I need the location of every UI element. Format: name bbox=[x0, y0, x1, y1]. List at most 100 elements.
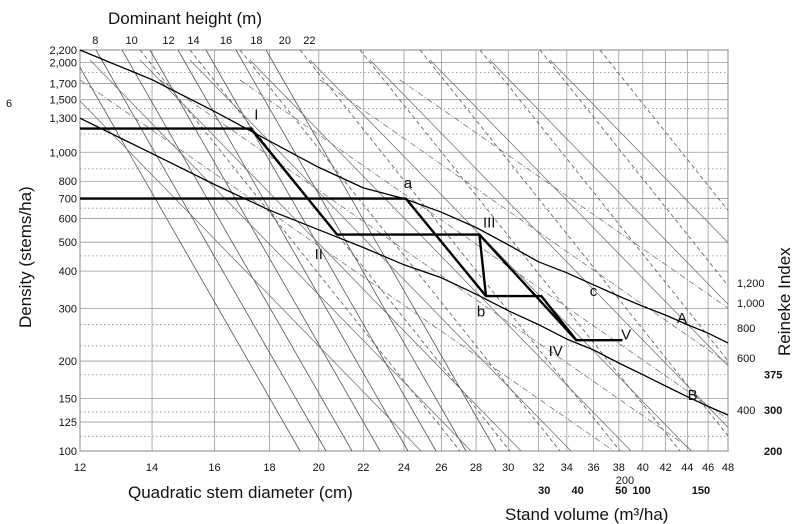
dashed-volume-line bbox=[359, 49, 681, 452]
curve-A bbox=[79, 49, 729, 344]
dashed-volume-line bbox=[139, 49, 461, 452]
volume-bottom-tick-label: 30 bbox=[538, 485, 550, 497]
dashed-volume-line bbox=[479, 49, 729, 362]
y-tick-label: 2,200 bbox=[49, 45, 77, 57]
dashed-volume-line bbox=[299, 49, 621, 452]
y-tick-label: 600 bbox=[59, 214, 77, 226]
y-tick-label: 200 bbox=[59, 356, 77, 368]
x-tick-label: 40 bbox=[637, 462, 649, 474]
top-tick-label: 12 bbox=[162, 35, 174, 47]
height-isoline bbox=[149, 49, 381, 452]
volume-isoline bbox=[249, 59, 632, 452]
x-tick-label: 22 bbox=[357, 462, 369, 474]
reineke-line bbox=[239, 79, 729, 420]
annotation-label: c bbox=[590, 283, 598, 300]
tick-labels: 12 14 16 18 20 22 24 26 28 30 32 34 36 38 40 42 44 46 48 10… bbox=[49, 35, 782, 497]
y-tick-label: 1,300 bbox=[49, 113, 77, 125]
x-tick-label: 14 bbox=[146, 462, 158, 474]
x-tick-label: 26 bbox=[435, 462, 447, 474]
volume-right-tick-label: 375 bbox=[764, 370, 782, 382]
x-tick-label: 36 bbox=[587, 462, 599, 474]
reineke-line bbox=[79, 79, 614, 452]
x-tick-label: 34 bbox=[561, 462, 573, 474]
y-tick-label: 800 bbox=[59, 176, 77, 188]
x-tick-label: 20 bbox=[313, 462, 325, 474]
height-isoline bbox=[235, 49, 467, 452]
volume-bottom-tick-label: 40 bbox=[572, 485, 584, 497]
x-tick-label: 28 bbox=[470, 462, 482, 474]
volume-isoline bbox=[309, 59, 692, 452]
volume-right-tick-label: 200 bbox=[764, 446, 782, 458]
dashed-volume-line bbox=[539, 49, 729, 286]
height-isoline bbox=[95, 49, 327, 452]
thinning-path-line bbox=[478, 233, 578, 342]
reineke-line bbox=[159, 79, 694, 452]
grid-layer bbox=[79, 49, 729, 452]
x-tick-label: 12 bbox=[74, 462, 86, 474]
volume-isoline bbox=[549, 59, 729, 243]
y-tick-label: 1,000 bbox=[49, 147, 77, 159]
x-tick-label: 42 bbox=[659, 462, 671, 474]
guide-lines bbox=[79, 49, 729, 452]
x-tick-label: 48 bbox=[722, 462, 734, 474]
y-tick-label: 400 bbox=[59, 266, 77, 278]
thinning-path-line bbox=[80, 197, 487, 297]
x-tick-label: 30 bbox=[502, 462, 514, 474]
annotation-label: B bbox=[688, 387, 698, 404]
volume-bottom-tick-label: 50 bbox=[615, 485, 627, 497]
y-axis-stray-label: 6 bbox=[6, 98, 12, 110]
series-layer bbox=[79, 49, 729, 416]
y-tick-label: 1,500 bbox=[49, 95, 77, 107]
x-axis-title: Quadratic stem diameter (cm) bbox=[128, 483, 353, 502]
x-tick-label: 18 bbox=[263, 462, 275, 474]
dashed-volume-line bbox=[239, 49, 561, 452]
annotation-label: A bbox=[677, 310, 687, 327]
annotation-label: V bbox=[621, 327, 631, 344]
height-isoline bbox=[265, 49, 497, 452]
y-tick-label: 150 bbox=[59, 393, 77, 405]
y-tick-label: 1,700 bbox=[49, 78, 77, 90]
x-tick-label: 44 bbox=[681, 462, 693, 474]
y-tick-label: 125 bbox=[59, 417, 77, 429]
reineke-tick-label: 800 bbox=[737, 323, 755, 335]
top-axis-title: Dominant height (m) bbox=[108, 9, 262, 28]
volume-isoline bbox=[489, 59, 729, 305]
top-tick-label: 14 bbox=[187, 35, 199, 47]
x-tick-label: 32 bbox=[532, 462, 544, 474]
top-tick-label: 20 bbox=[279, 35, 291, 47]
reineke-tick-label: 400 bbox=[737, 405, 755, 417]
volume-isoline bbox=[89, 59, 472, 452]
reineke-axis-title: Reineke Index bbox=[775, 247, 794, 356]
volume-bottom-tick-label: 150 bbox=[692, 485, 710, 497]
volume-axis-title: Stand volume (m³/ha) bbox=[505, 505, 668, 524]
top-tick-label: 16 bbox=[220, 35, 232, 47]
volume-isoline bbox=[429, 59, 729, 367]
y-tick-label: 500 bbox=[59, 237, 77, 249]
x-tick-label: 46 bbox=[702, 462, 714, 474]
height-isoline bbox=[177, 49, 409, 452]
y-tick-label: 300 bbox=[59, 303, 77, 315]
annotation-label: II bbox=[315, 246, 323, 263]
annotation-label: a bbox=[404, 175, 413, 192]
annotation-label: III bbox=[483, 215, 496, 232]
dashed-volume-line bbox=[599, 49, 729, 211]
volume-bottom-tick-label: 100 bbox=[632, 485, 650, 497]
x-tick-label: 24 bbox=[398, 462, 410, 474]
reineke-line bbox=[319, 79, 729, 364]
top-tick-label: 18 bbox=[250, 35, 262, 47]
curve-B bbox=[79, 117, 729, 416]
volume-isoline bbox=[79, 100, 422, 452]
top-tick-label: 22 bbox=[303, 35, 315, 47]
annotation-label: IV bbox=[549, 343, 563, 360]
top-tick-label: 10 bbox=[125, 35, 137, 47]
reineke-tick-label: 1,000 bbox=[737, 298, 765, 310]
dashed-volume-line bbox=[189, 49, 511, 452]
volume-isoline bbox=[369, 59, 729, 428]
reineke-tick-label: 1,200 bbox=[737, 278, 765, 290]
y-tick-label: 2,000 bbox=[49, 57, 77, 69]
reineke-line bbox=[399, 79, 729, 309]
height-isoline bbox=[121, 49, 353, 452]
y-tick-label: 700 bbox=[59, 194, 77, 206]
